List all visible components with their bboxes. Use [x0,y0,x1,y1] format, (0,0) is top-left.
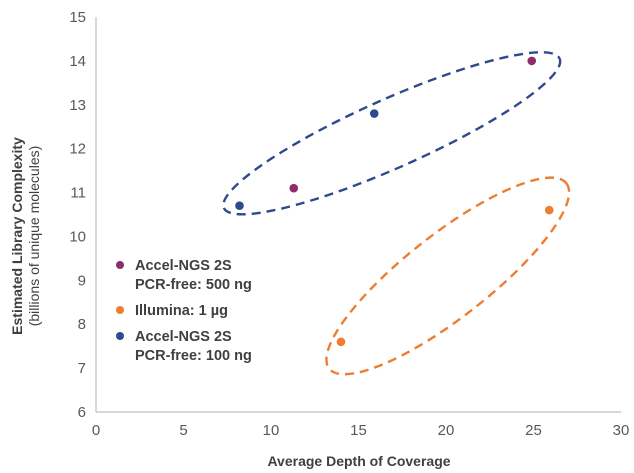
y-tick-label: 15 [69,9,86,26]
x-tick-label: 0 [92,422,100,439]
y-tick-label: 6 [78,404,86,421]
legend-marker [116,306,124,314]
x-tick-label: 5 [179,422,187,439]
y-tick-label: 10 [69,228,86,245]
dashed-ellipse-annotation [222,51,562,216]
y-tick-label: 11 [70,185,86,202]
y-tick-label: 13 [69,97,86,114]
legend-label: Illumina: 1 µg [135,303,228,319]
x-tick-label: 10 [263,422,280,439]
data-point [369,109,379,118]
y-axis-subtitle: (billions of unique molecules) [26,146,42,327]
legend-label: PCR-free: 100 ng [135,348,252,364]
y-axis-title-group: Estimated Library Complexity (billions o… [9,137,42,335]
dashed-ellipse-annotation [325,176,571,376]
y-tick-label: 8 [78,316,86,333]
data-point [544,205,554,215]
y-tick-label: 12 [69,141,86,158]
x-tick-label: 30 [613,422,630,439]
data-point [235,201,244,211]
legend-marker [116,261,124,269]
x-tick-label: 25 [525,422,542,439]
y-tick-label: 7 [78,360,86,377]
data-points [235,56,554,347]
data-point [527,56,537,66]
y-tick-label: 14 [69,53,86,70]
x-tick-label: 15 [350,422,367,439]
legend-label: Accel-NGS 2S [135,258,232,274]
x-tick-label: 20 [438,422,455,439]
y-axis-title: Estimated Library Complexity [9,137,25,335]
data-point [336,337,346,347]
legend-label: PCR-free: 500 ng [135,277,252,293]
x-axis-title: Average Depth of Coverage [267,453,450,469]
legend-marker [116,332,124,340]
tick-labels: 0 5 10 15 20 25 30 6 7 8 9 10 11 12 13 14 15 [69,9,629,439]
legend: Accel-NGS 2S PCR-free: 500 ng Illumina: 1 … [116,258,252,364]
annotation-layer [222,51,571,376]
data-point [289,183,299,193]
legend-label: Accel-NGS 2S [135,329,232,345]
axes [95,17,621,413]
y-tick-label: 9 [78,272,86,289]
